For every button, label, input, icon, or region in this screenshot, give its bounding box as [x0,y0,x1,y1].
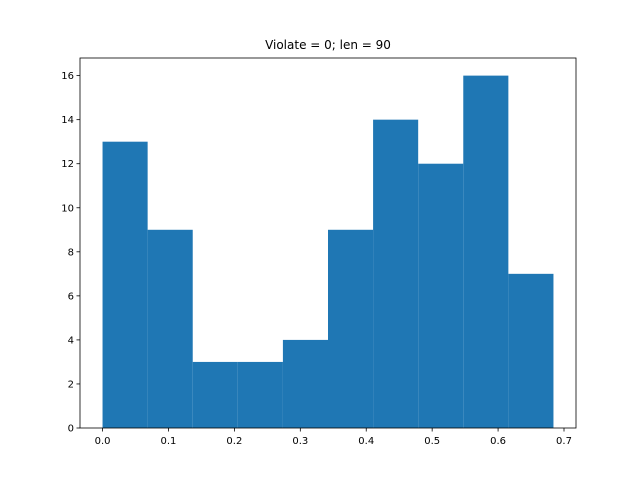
histogram-bar [508,273,554,428]
y-tick-label: 12 [61,159,74,170]
x-axis-ticks: 0.0 0.1 0.2 0.3 0.4 0.5 0.6 0.7 [95,428,572,447]
plot-frame [79,57,577,429]
x-tick-label: 0.7 [556,436,572,447]
axes-group [79,57,577,429]
histogram-bar [463,75,509,428]
y-axis-ticks: 0 2 4 6 8 10 12 14 16 [61,71,80,435]
x-tick-label: 0.2 [226,436,242,447]
y-tick-label: 2 [68,379,74,390]
histogram-bar [328,229,374,428]
histogram-bar [102,141,148,428]
x-tick-label: 0.6 [490,436,506,447]
histogram-bar [418,163,464,428]
y-tick-label: 16 [61,71,74,82]
histogram-bar [373,119,419,429]
histogram-bar [147,229,193,428]
histogram-bar [192,361,238,428]
chart-title: Violate = 0; len = 90 [265,38,391,52]
y-tick-label: 6 [68,291,74,302]
y-tick-label: 14 [61,115,74,126]
x-tick-label: 0.5 [424,436,440,447]
y-tick-label: 0 [68,424,74,435]
bars-group [102,75,554,429]
x-tick-label: 0.4 [358,436,374,447]
y-tick-label: 8 [68,247,74,258]
histogram-bar [282,339,328,428]
x-tick-label: 0.0 [95,436,111,447]
y-tick-label: 4 [68,335,74,346]
histogram-bar [237,361,283,428]
x-tick-label: 0.3 [292,436,308,447]
y-tick-label: 10 [61,203,74,214]
x-tick-label: 0.1 [161,436,177,447]
